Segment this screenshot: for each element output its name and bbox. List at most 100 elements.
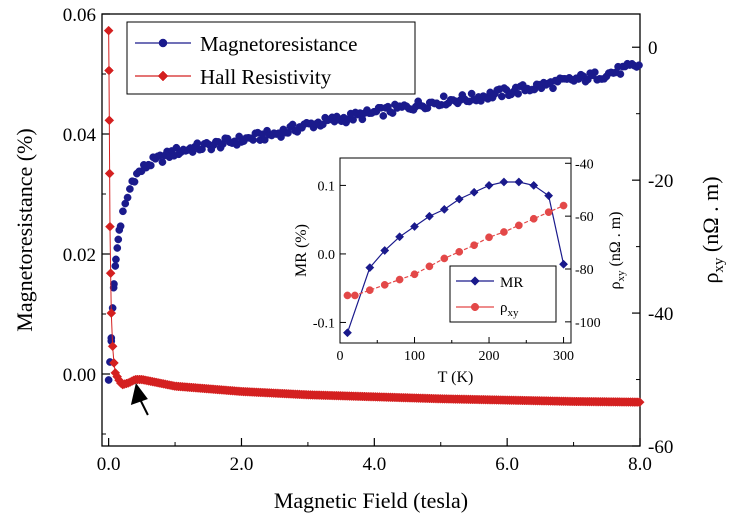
inset-mr-point xyxy=(395,232,405,242)
mr-point xyxy=(514,89,522,98)
y2-tick-label: -20 xyxy=(648,171,673,192)
y2-axis-title: ρxy (nΩ . m) xyxy=(698,176,727,283)
x-tick-label: 0.0 xyxy=(97,454,121,475)
hall-point xyxy=(109,358,119,368)
legend-hall-label: Hall Resistivity xyxy=(200,65,332,89)
inset-rho-point xyxy=(351,291,359,300)
y-axis-title: Magnetoresistance (%) xyxy=(12,128,37,331)
inset-y2-tick-label: -60 xyxy=(575,210,594,225)
x-tick-label: 8.0 xyxy=(628,454,652,475)
y2-tick-label: -40 xyxy=(648,304,673,325)
mr-point xyxy=(193,139,202,148)
inset-y-axis-title: MR (%) xyxy=(293,224,310,277)
y-tick-label: 0.02 xyxy=(63,245,96,266)
arrow-head xyxy=(130,383,148,405)
inset-rho-point xyxy=(559,201,568,210)
inset-x-axis-title: T (K) xyxy=(438,369,474,386)
inset-legend-box xyxy=(449,265,557,323)
mr-point xyxy=(146,161,155,170)
mr-point xyxy=(109,283,118,292)
inset-mr-point xyxy=(499,177,509,187)
hall-point xyxy=(104,168,115,179)
inset-x-tick-label: 0 xyxy=(337,349,344,364)
inset-mr-point xyxy=(365,263,375,273)
inset-rho-point xyxy=(500,228,508,236)
x-tick-label: 4.0 xyxy=(362,454,386,475)
main-legend: Magnetoresistance Hall Resistivity xyxy=(126,21,416,95)
inset-mr-point xyxy=(380,246,390,255)
inset-legend-mr-label: MR xyxy=(500,275,523,291)
mr-point xyxy=(116,222,125,231)
y-tick-label: 0.06 xyxy=(63,5,96,26)
mr-series xyxy=(104,59,643,384)
legend-mr-marker xyxy=(158,38,168,48)
inset-y2-axis-title: ρxy (nΩ . m) xyxy=(607,212,627,290)
inset-plot: 0 100 200 300 -0.1 0.0 0.1 -40 -60 -80 -100 T (K) MR… xyxy=(293,157,627,386)
hall-point xyxy=(106,308,117,318)
inset-mr-point xyxy=(342,328,352,338)
mr-point xyxy=(635,61,643,70)
mr-point xyxy=(112,255,120,264)
inset-rho-point xyxy=(440,254,449,263)
hall-point xyxy=(104,115,115,126)
inset-y-tick-label: 0.0 xyxy=(318,248,336,263)
mr-point xyxy=(388,109,397,117)
y-tick-label: 0.04 xyxy=(63,125,97,146)
mr-point xyxy=(349,115,357,124)
inset-mr-point xyxy=(410,222,419,231)
inset-rho-point xyxy=(365,286,374,294)
legend-box xyxy=(126,21,416,95)
hall-point xyxy=(107,341,118,352)
y2-tick-label: 0 xyxy=(648,38,658,59)
inset-mr-point xyxy=(424,211,434,221)
inset-rho-point xyxy=(343,291,352,300)
mr-point xyxy=(114,235,123,244)
inset-mr-point xyxy=(454,194,464,204)
hall-point xyxy=(105,268,116,279)
mr-point xyxy=(130,177,139,186)
inset-mr-point xyxy=(529,180,539,190)
inset-legend-rho-label: ρxy xyxy=(500,300,519,319)
mr-point xyxy=(439,92,448,101)
mr-point xyxy=(379,112,388,120)
inset-mr-series xyxy=(342,177,569,338)
inset-y-tick-label: -0.1 xyxy=(313,316,335,331)
mr-point xyxy=(497,92,506,101)
inset-rho-point xyxy=(470,241,478,250)
inset-mr-point xyxy=(514,177,524,187)
inset-mr-point xyxy=(439,204,449,214)
inset-mr-point xyxy=(469,187,479,197)
hall-point xyxy=(103,25,114,36)
mr-point xyxy=(616,70,625,78)
inset-y-tick-label: 0.1 xyxy=(318,179,336,194)
mr-point xyxy=(104,376,113,384)
y-tick-label: 0.00 xyxy=(63,365,96,386)
inset-rho-point xyxy=(514,221,523,230)
inset-y2-tick-label: -100 xyxy=(575,316,601,331)
x-tick-label: 6.0 xyxy=(495,454,519,475)
hall-point xyxy=(634,397,645,407)
hall-line xyxy=(108,30,116,373)
mr-point xyxy=(277,133,285,141)
mr-point xyxy=(260,135,269,144)
inset-x-tick-label: 200 xyxy=(479,349,500,364)
legend-hall-marker xyxy=(157,70,169,82)
inset-rho-point xyxy=(485,233,493,242)
inset-rho-series xyxy=(343,201,568,300)
legend-mr-label: Magnetoresistance xyxy=(200,32,357,56)
inset-mr-point xyxy=(484,180,494,190)
inset-legend-mr-marker xyxy=(470,276,480,286)
inset-legend: MR ρxy xyxy=(449,265,557,323)
inset-rho-point xyxy=(529,214,538,223)
inset-rho-point xyxy=(544,208,553,217)
inset-mr-point xyxy=(544,191,554,201)
x-tick-label: 2.0 xyxy=(230,454,254,475)
inset-rho-point xyxy=(395,275,404,284)
inset-rho-point xyxy=(380,281,389,289)
main-plot: 0.0 2.0 4.0 6.0 8.00.000.020.040.060-20-40-6… xyxy=(12,5,727,513)
inset-rho-point xyxy=(425,262,434,271)
inset-x-tick-label: 300 xyxy=(553,349,574,364)
inset-rho-point xyxy=(455,247,464,256)
inset-y2-tick-label: -80 xyxy=(575,263,594,278)
